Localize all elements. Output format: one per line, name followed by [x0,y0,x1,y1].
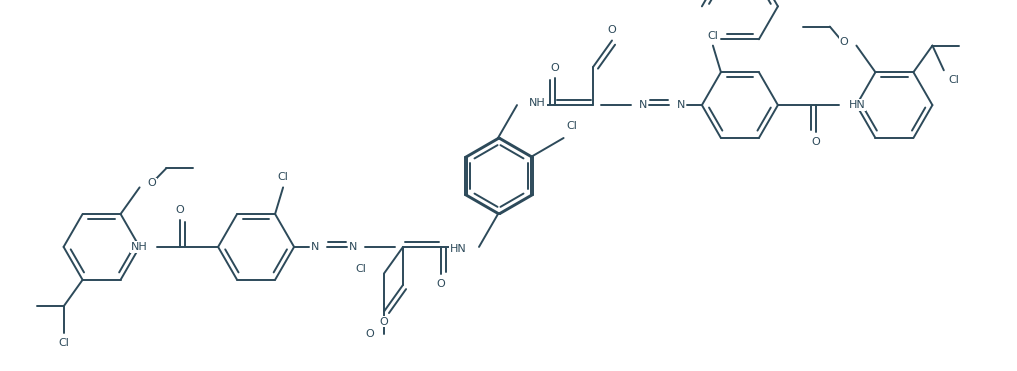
Text: O: O [379,316,388,326]
Text: O: O [365,329,374,339]
Text: Cl: Cl [949,75,960,85]
Text: N: N [349,242,357,252]
Text: NH: NH [130,242,147,252]
Text: Cl: Cl [708,30,718,40]
Text: Cl: Cl [58,338,69,348]
Text: Cl: Cl [355,263,366,273]
Text: O: O [550,63,559,73]
Text: HN: HN [849,100,865,110]
Text: O: O [607,26,616,36]
Text: N: N [639,100,648,110]
Text: NH: NH [529,98,546,108]
Text: O: O [176,205,184,215]
Text: N: N [310,242,319,252]
Text: Cl: Cl [566,121,577,131]
Text: O: O [840,37,848,47]
Text: O: O [147,178,157,188]
Text: O: O [436,279,445,289]
Text: N: N [677,100,685,110]
Text: O: O [812,137,821,147]
Text: Cl: Cl [278,173,289,183]
Text: HN: HN [451,244,467,254]
